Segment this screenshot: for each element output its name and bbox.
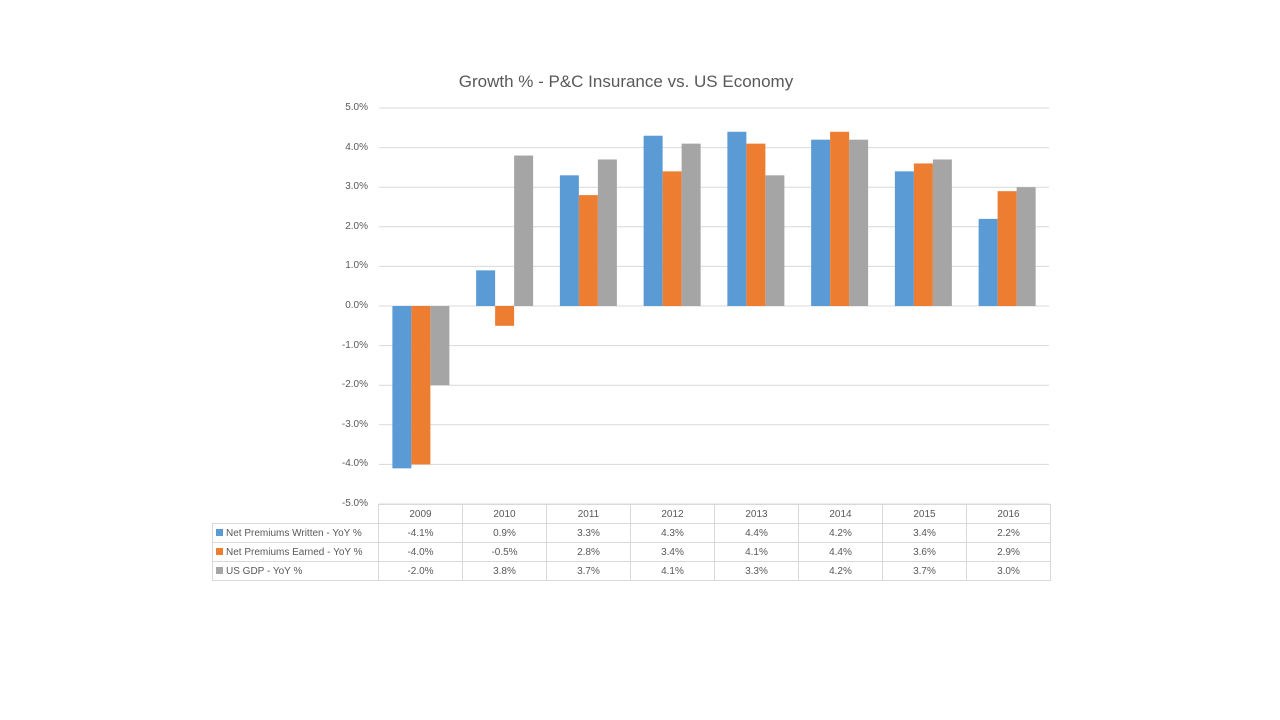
table-corner: [213, 505, 379, 524]
bar-series-3-2009: [430, 306, 450, 386]
data-label: 3.7%: [546, 561, 631, 581]
y-tick-label: 4.0%: [345, 141, 368, 153]
bar-series-1-2015: [894, 171, 914, 306]
data-label: 0.9%: [462, 523, 547, 543]
legend-label: Net Premiums Earned - YoY %: [226, 546, 363, 558]
legend-entry: Net Premiums Written - YoY %: [212, 523, 379, 543]
bar-series-1-2012: [643, 135, 663, 306]
bar-series-3-2013: [765, 175, 785, 306]
x-tick-label: 2016: [966, 504, 1051, 524]
y-tick-label: -5.0%: [341, 498, 368, 509]
table-row: Net Premiums Earned - YoY % -4.0% -0.5% 2.8…: [212, 542, 1051, 562]
data-label: 2.9%: [966, 542, 1051, 562]
x-tick-label: 2012: [630, 504, 715, 524]
legend-entry: US GDP - YoY %: [212, 561, 379, 581]
bar-series-3-2016: [1016, 187, 1036, 306]
bar-series-2-2015: [913, 163, 933, 306]
y-tick-label: -4.0%: [341, 458, 368, 470]
bar-series-3-2010: [514, 155, 534, 306]
data-label: 4.4%: [714, 523, 799, 543]
data-label: 3.0%: [966, 561, 1051, 581]
x-tick-label: 2013: [714, 504, 799, 524]
table-header-row: 2009 2010 2011 2012 2013 2014 2015 2016: [213, 504, 1051, 524]
data-label: 4.1%: [630, 561, 715, 581]
data-label: 4.3%: [630, 523, 715, 543]
y-tick-label: 1.0%: [345, 260, 368, 272]
data-label: 4.4%: [798, 542, 883, 562]
legend-swatch: [216, 566, 223, 574]
data-label: 3.6%: [882, 542, 967, 562]
bar-series-2-2012: [662, 171, 682, 306]
legend-label: Net Premiums Written - YoY %: [226, 527, 362, 539]
chart-title: Growth % - P&C Insurance vs. US Economy: [458, 72, 794, 91]
bar-series-2-2010: [495, 306, 515, 326]
data-label: 4.2%: [798, 523, 883, 543]
x-tick-label: 2015: [882, 504, 967, 524]
data-label: 3.4%: [882, 523, 967, 543]
y-tick-label: 2.0%: [345, 220, 368, 232]
data-label: 3.8%: [462, 561, 547, 581]
x-tick-label: 2009: [378, 504, 463, 524]
bar-series-3-2014: [849, 139, 869, 306]
bar-series-3-2011: [597, 159, 617, 306]
y-tick-label: 0.0%: [345, 300, 368, 311]
y-tick-label: -2.0%: [341, 379, 368, 391]
legend-swatch: [216, 528, 223, 536]
data-label: 3.4%: [630, 542, 715, 562]
bar-series-1-2010: [476, 270, 496, 306]
data-label: -4.1%: [378, 523, 463, 543]
data-table: 2009 2010 2011 2012 2013 2014 2015 2016 Net Pre…: [212, 504, 1051, 581]
bar-series-3-2015: [932, 159, 952, 306]
table-row: Net Premiums Written - YoY % -4.1% 0.9% 3.3…: [212, 523, 1051, 543]
y-tick-label: 3.0%: [345, 181, 368, 193]
y-tick-label: -1.0%: [341, 339, 368, 351]
x-tick-label: 2010: [462, 504, 547, 524]
data-label: -0.5%: [462, 542, 547, 562]
data-label: 3.7%: [882, 561, 967, 581]
data-label: -2.0%: [378, 561, 463, 581]
data-label: 2.2%: [966, 523, 1051, 543]
bar-series-3-2012: [681, 143, 701, 306]
data-label: 3.3%: [546, 523, 631, 543]
bar-series-1-2013: [727, 131, 747, 306]
legend-swatch: [216, 547, 223, 555]
data-label: 4.2%: [798, 561, 883, 581]
bar-series-2-2011: [578, 195, 598, 306]
data-label: 4.1%: [714, 542, 799, 562]
y-tick-label: -3.0%: [341, 418, 368, 430]
bar-series-2-2013: [746, 143, 766, 306]
legend-label: US GDP - YoY %: [226, 565, 303, 577]
bar-series-2-2009: [411, 306, 431, 465]
legend-entry: Net Premiums Earned - YoY %: [212, 542, 379, 562]
bar-series-2-2016: [997, 191, 1017, 306]
y-tick-label: 5.0%: [345, 102, 368, 113]
data-label: 3.3%: [714, 561, 799, 581]
data-label: -4.0%: [378, 542, 463, 562]
table-row: US GDP - YoY % -2.0% 3.8% 3.7% 4.1% 3.3% 4.2% 3…: [212, 561, 1051, 581]
data-label: 2.8%: [546, 542, 631, 562]
x-tick-label: 2014: [798, 504, 883, 524]
bar-series-2-2014: [830, 131, 850, 306]
bar-series-1-2014: [811, 139, 831, 306]
x-tick-label: 2011: [546, 504, 631, 524]
bar-series-1-2016: [978, 218, 998, 306]
bar-series-1-2011: [559, 175, 579, 306]
bar-series-1-2009: [392, 306, 412, 469]
